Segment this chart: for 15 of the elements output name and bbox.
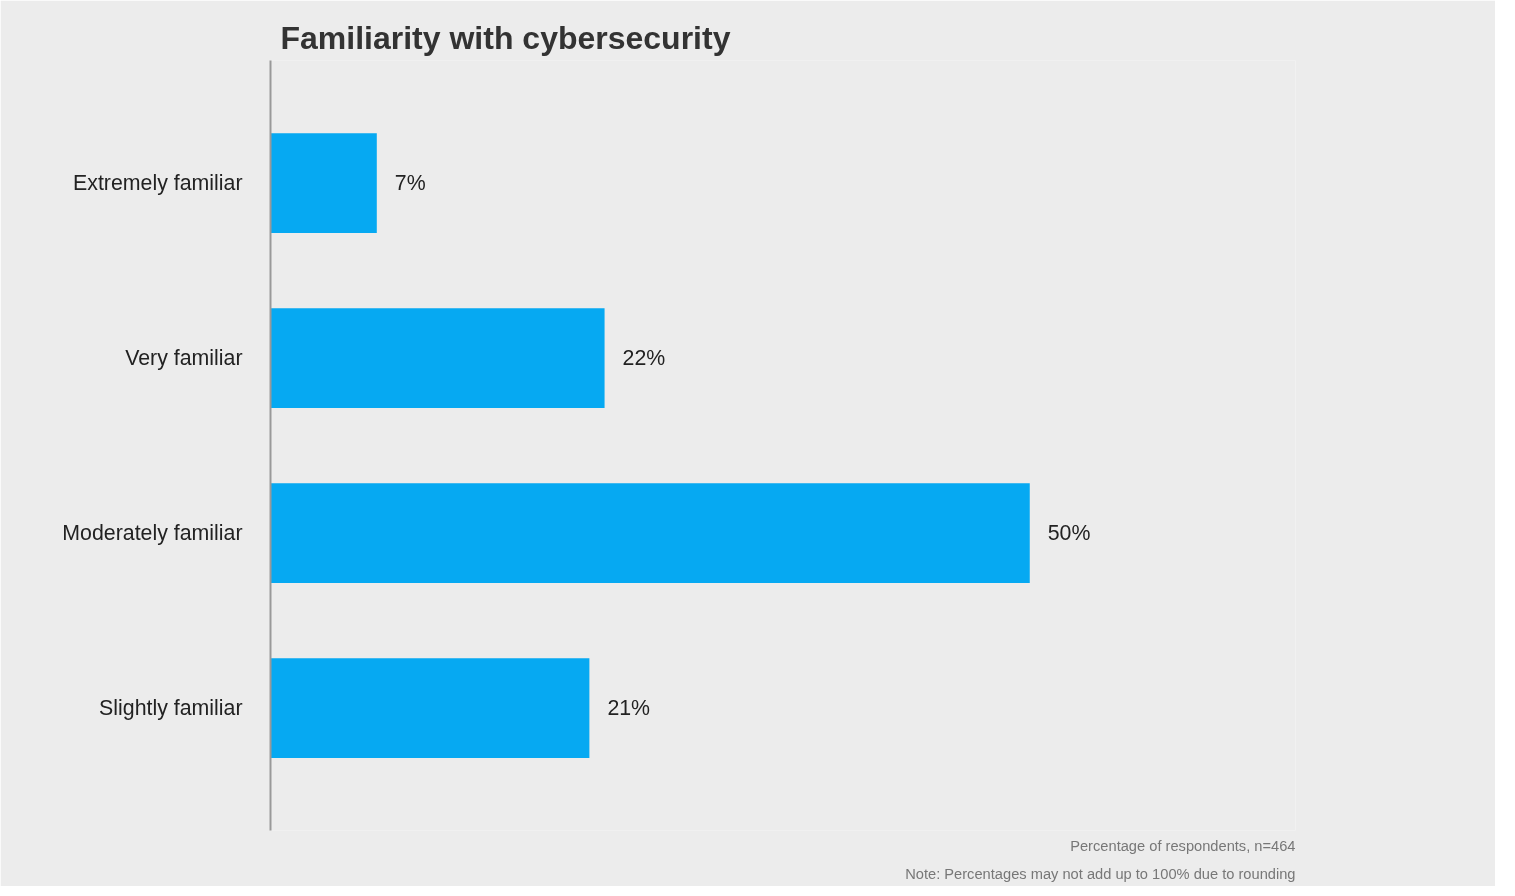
chart-title: Familiarity with cybersecurity — [280, 19, 731, 56]
data-label: 21% — [607, 696, 651, 720]
text: Note: Percentages may not add up to 100% due to rounding — [905, 865, 1296, 882]
bar — [270, 658, 590, 758]
y-tick-label: Very familiar — [125, 346, 243, 370]
y-tick-label: Slightly familiar — [99, 696, 243, 720]
bar — [270, 133, 377, 233]
data-label: 7% — [394, 171, 426, 195]
bar — [270, 308, 605, 408]
bar — [270, 483, 1030, 583]
data-label: 22% — [622, 346, 666, 370]
text: Percentage of respondents, n=464 — [1070, 837, 1296, 854]
y-tick-label: Extremely familiar — [73, 171, 243, 195]
y-tick-label: Moderately familiar — [62, 521, 243, 545]
data-label: 50% — [1047, 521, 1091, 545]
